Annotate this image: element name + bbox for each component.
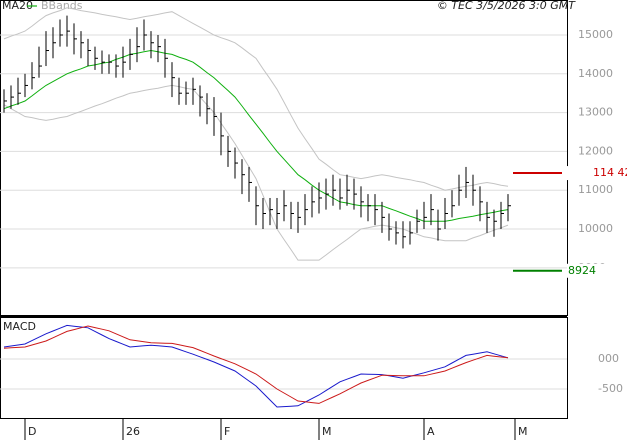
x-tick-label: A	[427, 425, 435, 438]
level-label: 8924	[568, 264, 596, 277]
x-tick-label: M	[322, 425, 332, 438]
y-tick-label: 11000	[578, 183, 613, 196]
macd-title: MACD	[3, 320, 36, 333]
level-label-bg	[567, 166, 613, 181]
macd-line	[3, 324, 509, 408]
macd-line	[3, 325, 509, 404]
x-tick-label: 26	[126, 425, 140, 438]
x-tick-label: D	[28, 425, 36, 438]
y-tick-label: 000	[598, 352, 619, 365]
y-tick-label: 13000	[578, 106, 613, 119]
level-label-bg	[567, 263, 613, 278]
y-tick-label: 14000	[578, 67, 613, 80]
credit: © TEC 3/5/2026 3:0 GMT	[437, 0, 576, 12]
x-tick-label: F	[224, 425, 230, 438]
y-tick-label: 15000	[578, 28, 613, 41]
level-label: 114 42	[593, 166, 627, 179]
y-tick-label: 12000	[578, 144, 613, 157]
legend-ma20: MA20	[2, 0, 33, 12]
y-tick-label: 10000	[578, 222, 613, 235]
bband-upper	[3, 7, 509, 191]
x-tick-label: M	[518, 425, 528, 438]
y-tick-label: -500	[598, 382, 623, 395]
bband-lower	[3, 84, 509, 261]
macd-panel	[0, 317, 568, 419]
